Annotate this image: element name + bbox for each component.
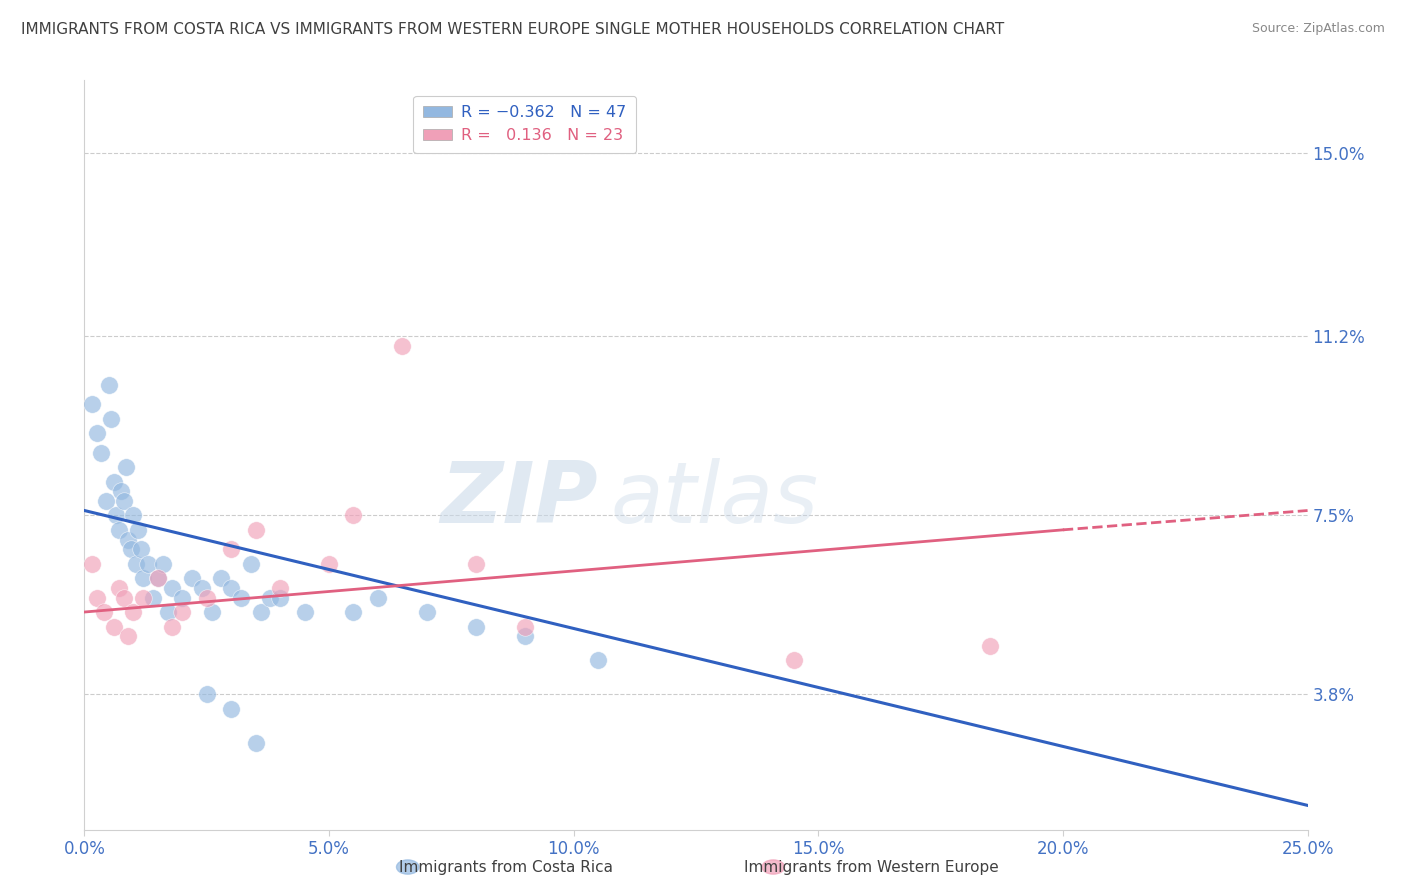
Point	[117, 629, 139, 643]
Point	[318, 557, 340, 571]
Point	[107, 581, 129, 595]
Text: Immigrants from Western Europe: Immigrants from Western Europe	[744, 860, 1000, 874]
Point	[93, 605, 115, 619]
Point	[80, 557, 103, 571]
Text: IMMIGRANTS FROM COSTA RICA VS IMMIGRANTS FROM WESTERN EUROPE SINGLE MOTHER HOUSE: IMMIGRANTS FROM COSTA RICA VS IMMIGRANTS…	[21, 22, 1004, 37]
Point	[513, 629, 536, 643]
Circle shape	[762, 860, 785, 874]
Point	[181, 571, 204, 585]
Text: atlas: atlas	[610, 458, 818, 541]
Point	[513, 619, 536, 633]
Point	[391, 339, 413, 353]
Point	[100, 411, 122, 425]
Point	[97, 377, 120, 392]
Point	[195, 591, 218, 605]
Point	[269, 581, 291, 595]
Point	[107, 523, 129, 537]
Point	[90, 445, 112, 459]
Point	[209, 571, 232, 585]
Point	[122, 605, 145, 619]
Point	[200, 605, 222, 619]
Point	[110, 484, 132, 499]
Point	[294, 605, 316, 619]
Point	[191, 581, 214, 595]
Point	[146, 571, 169, 585]
Point	[127, 523, 149, 537]
Point	[239, 557, 262, 571]
Point	[416, 605, 439, 619]
Circle shape	[396, 860, 419, 874]
Point	[259, 591, 281, 605]
Point	[117, 533, 139, 547]
Point	[464, 557, 486, 571]
Point	[142, 591, 165, 605]
Point	[195, 687, 218, 701]
Point	[112, 493, 135, 508]
Point	[219, 702, 242, 716]
Point	[219, 542, 242, 557]
Text: Source: ZipAtlas.com: Source: ZipAtlas.com	[1251, 22, 1385, 36]
Point	[112, 591, 135, 605]
Point	[269, 591, 291, 605]
Point	[103, 619, 125, 633]
Point	[86, 426, 108, 441]
Point	[783, 653, 806, 667]
Point	[120, 542, 142, 557]
Text: ZIP: ZIP	[440, 458, 598, 541]
Point	[129, 542, 152, 557]
Point	[367, 591, 389, 605]
Point	[219, 581, 242, 595]
Point	[172, 605, 194, 619]
Point	[342, 605, 364, 619]
Point	[229, 591, 252, 605]
Point	[245, 735, 267, 749]
Point	[152, 557, 174, 571]
Point	[86, 591, 108, 605]
Point	[105, 508, 128, 523]
Point	[115, 460, 138, 475]
Text: Immigrants from Costa Rica: Immigrants from Costa Rica	[399, 860, 613, 874]
Point	[122, 508, 145, 523]
Point	[464, 619, 486, 633]
Point	[162, 581, 184, 595]
Point	[162, 619, 184, 633]
Point	[245, 523, 267, 537]
Point	[80, 397, 103, 411]
Point	[342, 508, 364, 523]
Point	[172, 591, 194, 605]
Point	[132, 571, 155, 585]
Point	[96, 493, 118, 508]
Point	[136, 557, 159, 571]
Point	[103, 475, 125, 489]
Point	[249, 605, 271, 619]
Point	[586, 653, 609, 667]
Point	[146, 571, 169, 585]
Point	[125, 557, 148, 571]
Point	[156, 605, 179, 619]
Point	[132, 591, 155, 605]
Point	[979, 639, 1001, 653]
Legend: R = −0.362   N = 47, R =   0.136   N = 23: R = −0.362 N = 47, R = 0.136 N = 23	[413, 95, 636, 153]
